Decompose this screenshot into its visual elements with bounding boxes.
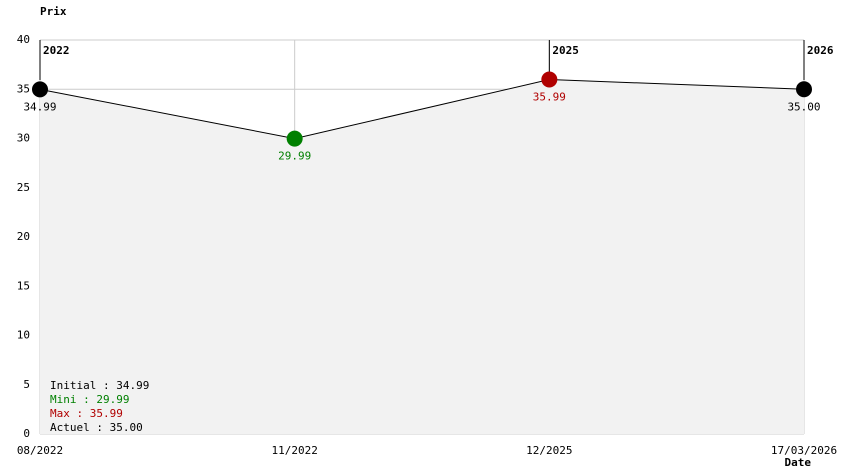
value-label: 35.99	[533, 90, 566, 103]
point	[796, 81, 812, 98]
value-label: 35.00	[787, 100, 820, 113]
summary-line: Max : 35.99	[50, 407, 123, 420]
summary-line: Actuel : 35.00	[50, 421, 143, 434]
y-tick-label: 40	[17, 33, 30, 46]
year-label: 2026	[807, 44, 834, 57]
y-axis-label: Prix	[40, 5, 67, 18]
year-label: 2025	[552, 44, 579, 57]
x-tick-label: 12/2025	[526, 444, 572, 457]
y-tick-label: 10	[17, 329, 30, 342]
price-line	[39, 78, 805, 140]
summary-line: Initial : 34.99	[50, 379, 149, 392]
value-label: 34.99	[23, 100, 56, 113]
x-tick-label: 11/2022	[271, 444, 317, 457]
y-tick-label: 0	[23, 427, 30, 440]
point	[541, 71, 558, 88]
y-tick-label: 25	[17, 181, 30, 194]
x-tick-label: 17/03/2026	[771, 444, 837, 457]
point	[32, 81, 48, 98]
summary-line: Mini : 29.99	[50, 393, 129, 406]
area	[40, 79, 804, 434]
x-tick-label: 08/2022	[17, 444, 63, 457]
point	[286, 130, 303, 147]
y-tick-label: 15	[17, 279, 30, 292]
y-tick-label: 30	[17, 132, 30, 145]
year-label: 2022	[43, 44, 70, 57]
x-axis-label: Date	[785, 456, 812, 469]
y-tick-label: 20	[17, 230, 30, 243]
y-tick-label: 35	[17, 82, 30, 95]
value-label: 29.99	[278, 150, 311, 163]
y-tick-label: 5	[23, 378, 30, 391]
